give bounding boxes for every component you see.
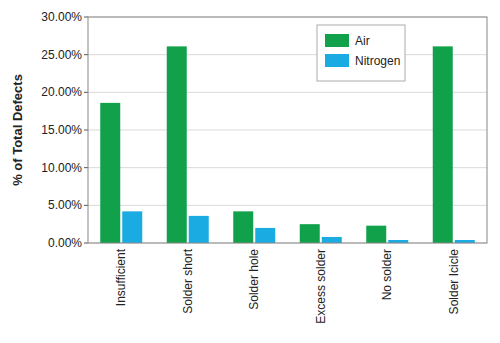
legend-swatch [325,54,349,67]
tick-label: 25.00% [41,48,82,62]
category-label: Solder hole [247,249,261,310]
grid-line [88,92,487,93]
grid-line [88,205,487,206]
legend-swatch [325,34,349,47]
tick-mark [84,205,88,206]
bar [366,226,386,243]
grid-line [88,54,487,55]
bar [189,216,209,243]
chart-container: 0.00% 5.00% 10.00% 15.00% 20.00% 25.00% 30.00%… [0,0,500,343]
legend-box [317,25,405,81]
bar [167,46,187,243]
tick-mark [84,167,88,168]
legend-label: Air [355,34,370,48]
bar [100,103,120,243]
bar [300,224,320,243]
bar [433,46,453,243]
tick-label: 15.00% [41,123,82,137]
tick-mark [84,17,88,18]
tick-label: 0.00% [48,236,82,250]
tick-mark [84,243,88,244]
axis-label: % of Total Defects [10,74,25,186]
bars [100,46,475,243]
grid-line [88,130,487,131]
tick-label: 10.00% [41,161,82,175]
bar [233,211,253,243]
legend-label: Nitrogen [355,54,400,68]
grid [88,17,487,243]
tick-mark [84,92,88,93]
bar [255,228,275,243]
category-label: Excess solder [314,249,328,324]
legend: Air Nitrogen [317,25,405,81]
tick-label: 20.00% [41,85,82,99]
tick-label: 5.00% [48,198,82,212]
chart-svg: 0.00% 5.00% 10.00% 15.00% 20.00% 25.00% 30.00%… [0,0,500,343]
category-label: Solder Icicle [447,249,461,315]
category-label: No solder [380,249,394,300]
grid-line [88,167,487,168]
category-label: Insufficient [114,248,128,306]
bar [122,211,142,243]
plot-frame [88,17,487,243]
tick-mark [84,54,88,55]
bar [322,237,342,243]
tick-label: 30.00% [41,10,82,24]
tick-mark [84,130,88,131]
category-label: Solder short [181,248,195,313]
